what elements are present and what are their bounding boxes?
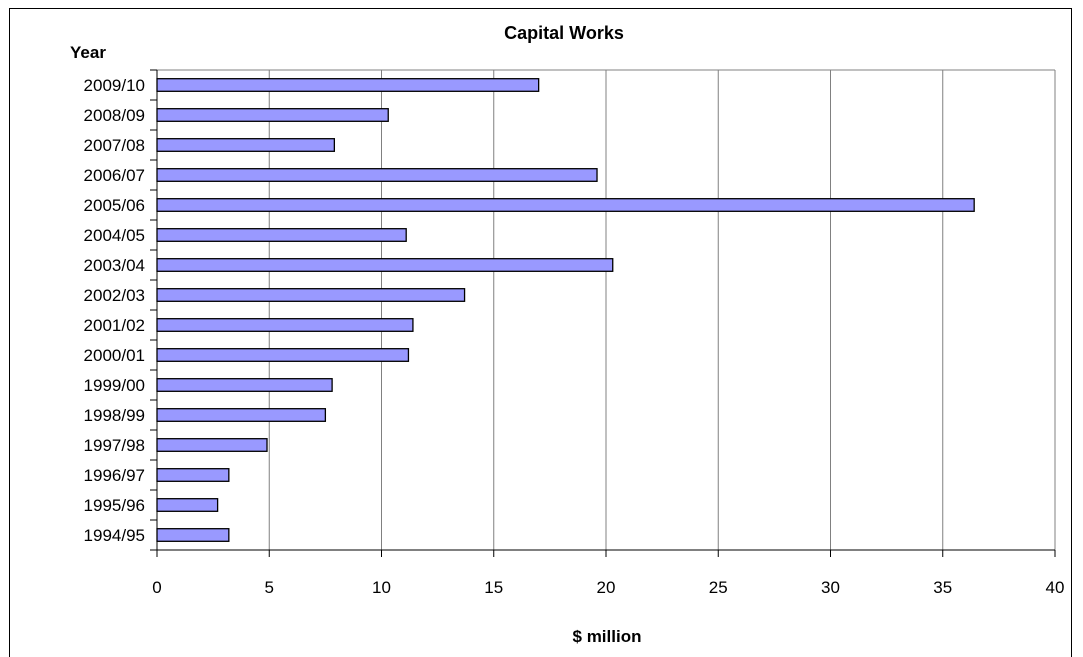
x-tick-label: 25: [709, 578, 728, 597]
x-axis-title: $ million: [573, 627, 642, 646]
bar-2009-10: [156, 78, 540, 92]
bar-2001-02: [156, 318, 414, 332]
y-tick-label: 1999/00: [84, 376, 145, 395]
y-tick-label: 2009/10: [84, 76, 145, 95]
y-tick-label: 2008/09: [84, 106, 145, 125]
y-tick-label: 2001/02: [84, 316, 145, 335]
bar-2006-07: [156, 168, 598, 182]
y-tick-label: 1998/99: [84, 406, 145, 425]
x-tick-label: 20: [597, 578, 616, 597]
x-tick-label: 30: [821, 578, 840, 597]
y-tick-label: 1994/95: [84, 526, 145, 545]
axes: [150, 69, 1056, 557]
bar-2005-06: [156, 198, 975, 212]
bar-2008-09: [156, 108, 389, 122]
bar-1995-96: [156, 498, 219, 512]
x-tick-label: 0: [152, 578, 161, 597]
x-tick-label: 35: [933, 578, 952, 597]
x-tick-label: 40: [1046, 578, 1065, 597]
gridlines: [157, 69, 1056, 550]
bar-2000-01: [156, 348, 410, 362]
bar-1996-97: [156, 468, 230, 482]
bar-1999-00: [156, 378, 333, 392]
y-tick-label: 2003/04: [84, 256, 145, 275]
y-tick-label: 2002/03: [84, 286, 145, 305]
y-tick-label: 2007/08: [84, 136, 145, 155]
y-tick-label: 2006/07: [84, 166, 145, 185]
bars: [156, 78, 975, 542]
x-tick-label: 10: [372, 578, 391, 597]
y-tick-label: 2004/05: [84, 226, 145, 245]
y-tick-label: 2005/06: [84, 196, 145, 215]
y-axis-title: Year: [70, 43, 106, 62]
tick-labels: 0 5 10 15 20 25 30 35 40 2009/10 2008/09 2007/08 200…: [84, 76, 1065, 597]
y-tick-label: 1997/98: [84, 436, 145, 455]
bar-2002-03: [156, 288, 466, 302]
bar-2003-04: [156, 258, 614, 272]
y-tick-label: 2000/01: [84, 346, 145, 365]
x-tick-label: 5: [265, 578, 274, 597]
bar-1997-98: [156, 438, 268, 452]
bar-1998-99: [156, 408, 327, 422]
bar-2007-08: [156, 138, 336, 152]
y-tick-label: 1995/96: [84, 496, 145, 515]
bar-2004-05: [156, 228, 407, 242]
bar-1994-95: [156, 528, 230, 542]
chart-title: Capital Works: [504, 23, 624, 43]
x-tick-label: 15: [484, 578, 503, 597]
y-tick-label: 1996/97: [84, 466, 145, 485]
